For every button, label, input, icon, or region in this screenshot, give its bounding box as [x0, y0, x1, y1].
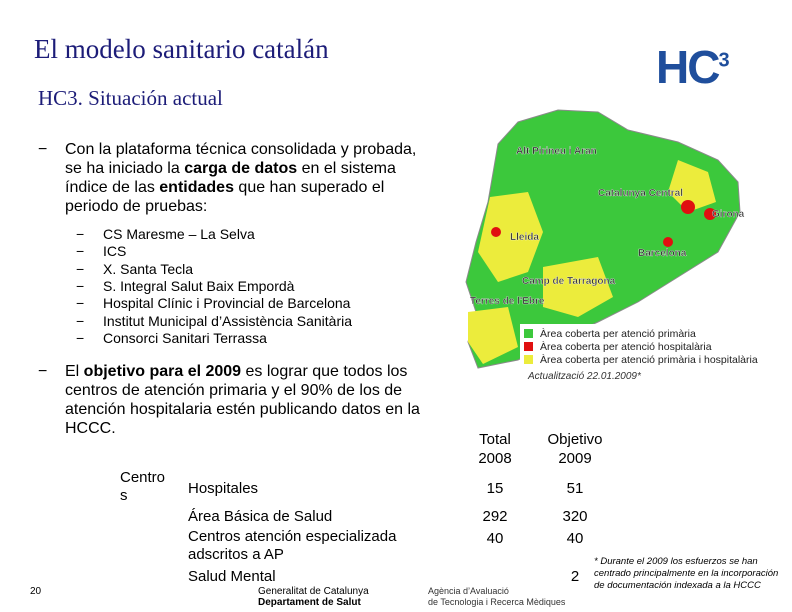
footer-text: Agència d’Avaluació	[428, 586, 509, 596]
table-corner: Centros	[120, 469, 166, 504]
bullet-dash: −	[38, 363, 48, 380]
sub-dash: −	[76, 329, 85, 346]
footer-text: de Tecnologia i Recerca Mèdiques	[428, 597, 566, 607]
text-segment: carga de datos	[184, 160, 298, 177]
sub-dash: −	[76, 277, 85, 294]
page-number: 20	[30, 586, 42, 597]
objective-2009: 320	[562, 508, 588, 525]
total-2008: 40	[486, 530, 504, 547]
region-label: Catalunya Central	[598, 188, 683, 199]
region-label: Camp de Tarragona	[522, 276, 616, 287]
sub-item: S. Integral Salut Baix Empordà	[103, 277, 295, 294]
sub-dash: −	[76, 243, 85, 260]
row-label: Centros atención especializada adscritos…	[188, 528, 397, 563]
map-shape	[465, 109, 741, 369]
region-label: Girona	[712, 209, 745, 220]
text-segment: en el sistema índice de las	[65, 160, 396, 196]
legend-box	[520, 324, 788, 376]
sub-dash: −	[76, 260, 85, 277]
footnote: * Durante el 2009 los esfuerzos se han c…	[594, 556, 779, 591]
area-red	[491, 227, 501, 237]
footer-text: Departament de Salut	[258, 597, 361, 608]
area-red	[704, 208, 716, 220]
objective-2009: 40	[566, 530, 584, 547]
region-label: Alt Pirineu i Aran	[516, 146, 597, 157]
sub-item: Consorci Sanitari Terrassa	[103, 329, 267, 346]
region-label: Lleida	[510, 232, 539, 243]
bullet-dash: −	[38, 141, 48, 158]
sub-dash: −	[76, 295, 85, 312]
bullet-text: El objetivo para el 2009 es lograr que t…	[65, 362, 437, 438]
title: El modelo sanitario catalán	[34, 34, 329, 64]
sub-item: X. Santa Tecla	[103, 260, 194, 277]
legend-label: Àrea coberta per atenció primària i hosp…	[540, 353, 758, 366]
table-header: Objetivo 2009	[547, 431, 603, 467]
sub-item: Hospital Clínic i Provincial de Barcelon…	[103, 295, 351, 312]
row-label: Salud Mental	[188, 568, 276, 585]
text-segment: es lograr que todos los centros de atenc…	[65, 363, 420, 437]
legend-swatch	[524, 355, 533, 364]
logo: HC3	[656, 40, 730, 94]
text-segment: que han superado el periodo de pruebas:	[65, 179, 385, 215]
map: Alt Pirineu i Aran Girona Catalunya Centra…	[465, 109, 788, 382]
total-2008: 15	[486, 480, 504, 497]
footer-logo-2: Agència d’Avaluació de Tecnologia i Recer…	[428, 586, 565, 608]
total-2008: 292	[482, 508, 508, 525]
sub-dash: −	[76, 226, 85, 242]
area-yellow	[468, 307, 518, 364]
sub-dash: −	[76, 312, 85, 329]
footer-text: Generalitat de Catalunya	[258, 586, 369, 597]
region-label: Terres de l'Ebre	[470, 296, 545, 307]
text-segment: objetivo para el 2009	[83, 363, 242, 380]
text-segment: Con la plataforma técnica consolidada y …	[65, 141, 417, 177]
area-red	[681, 200, 695, 214]
row-label: Área Básica de Salud	[188, 508, 333, 525]
legend-swatch	[524, 342, 533, 351]
legend-swatch	[524, 329, 533, 338]
sub-item: CS Maresme – La Selva	[103, 226, 255, 242]
text-segment: entidades	[159, 179, 234, 196]
area-yellow	[478, 192, 543, 282]
logo-sup: 3	[718, 49, 729, 72]
area-yellow	[668, 160, 716, 212]
footer-logo-1: Generalitat de Catalunya Departament de S…	[258, 586, 369, 608]
objective-2009: 51	[566, 480, 584, 497]
subtitle: HC3. Situación actual	[38, 86, 223, 110]
region-label: Barcelona	[638, 248, 687, 259]
bullet-text: Con la plataforma técnica consolidada y …	[65, 140, 437, 216]
legend-label: Àrea coberta per atenció hospitalària	[540, 340, 712, 353]
sub-item: Institut Municipal d’Assistència Sanitàr…	[103, 312, 353, 329]
table-header: Total 2008	[478, 431, 512, 467]
map-updated: Actualització 22.01.2009*	[527, 371, 642, 382]
objective-2009: 2	[570, 568, 580, 585]
row-label: Hospitales	[188, 480, 259, 497]
sub-item: ICS	[103, 243, 127, 260]
logo-text: HC	[656, 41, 720, 93]
area-yellow	[543, 257, 613, 317]
text-segment: El	[65, 363, 84, 380]
area-red	[663, 237, 673, 247]
legend-label: Àrea coberta per atenció primària	[540, 327, 696, 340]
